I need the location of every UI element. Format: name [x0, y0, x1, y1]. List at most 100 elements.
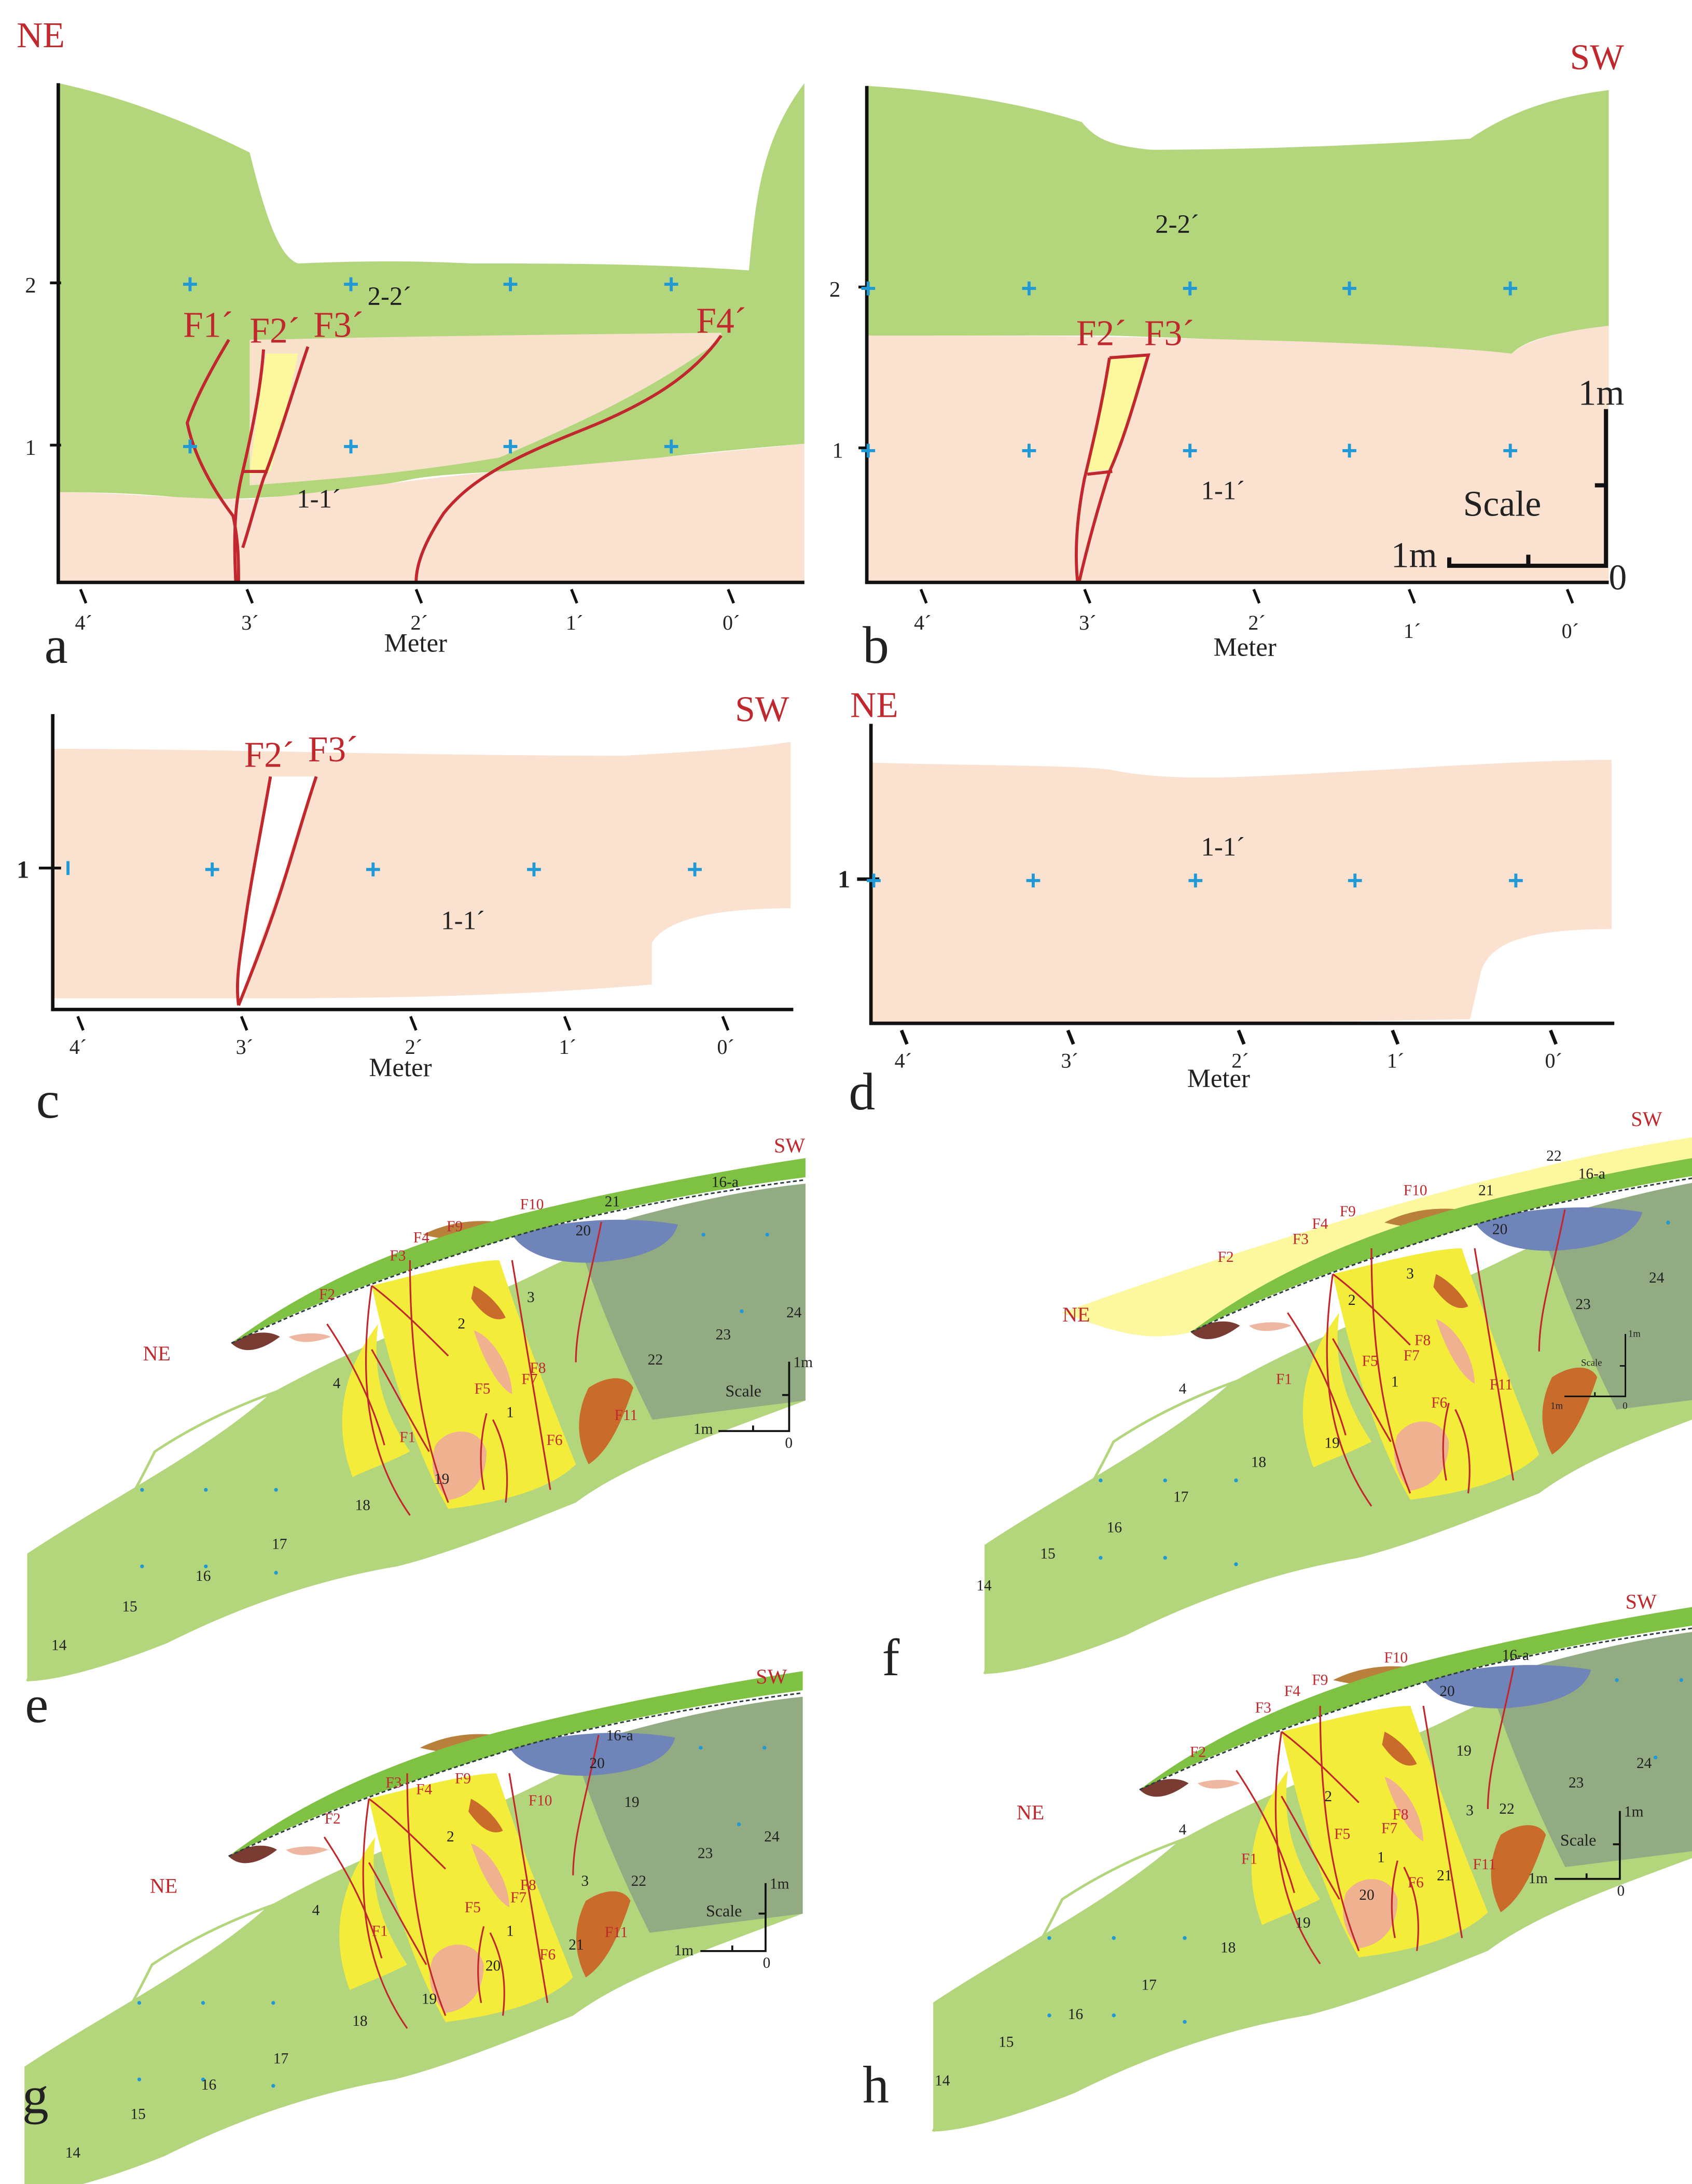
fault-F10-g: F10: [529, 1792, 552, 1809]
fault-lines-b: [1075, 353, 1150, 583]
scale-zero-label-b: 0: [1609, 558, 1627, 597]
y-tick-1-d: 1: [838, 866, 850, 893]
markers-a: [183, 277, 678, 454]
layer-22-f: 22: [1546, 1148, 1561, 1164]
fault-label-F4-a: F4´: [696, 301, 746, 341]
layer-1-1-peach: [52, 742, 791, 999]
layer-19-g: 19: [422, 1991, 437, 2007]
fault-F1-f: F1: [1276, 1371, 1292, 1387]
layer-16-e: 16: [196, 1568, 211, 1584]
fault-F7-e: F7: [521, 1371, 537, 1387]
fault-label-F2-c: F2´: [244, 735, 295, 775]
layer-20b-h: 20: [1359, 1887, 1374, 1903]
layer-24-g: 24: [764, 1829, 780, 1845]
x-tick-0-b: 0´: [1562, 619, 1579, 643]
fault-F9-e: F9: [447, 1218, 463, 1235]
layer-14-e: 14: [51, 1637, 67, 1654]
layer-23-h: 23: [1569, 1774, 1584, 1791]
direction-right-e: SW: [774, 1134, 805, 1157]
layer-20-f: 20: [1492, 1221, 1507, 1238]
fault-label-F1-a: F1´: [183, 305, 233, 345]
x-tick-2-b: 2´: [1248, 611, 1265, 634]
fault-F4-f: F4: [1312, 1216, 1328, 1232]
layer-2-h: 2: [1324, 1788, 1332, 1805]
direction-right-f: SW: [1631, 1107, 1662, 1131]
x-tick-0-d: 0´: [1545, 1049, 1562, 1073]
y-tick-1-a: 1: [25, 436, 36, 460]
scale-bar-e: [718, 1361, 790, 1432]
layer-1-h: 1: [1377, 1849, 1385, 1866]
layer-16-g: 16: [201, 2077, 216, 2093]
layer-23-f: 23: [1575, 1296, 1590, 1313]
scale-zero-e: 0: [785, 1435, 793, 1451]
panel-letter-c: c: [36, 1070, 60, 1129]
x-axis-label-b: Meter: [1214, 633, 1277, 662]
x-tick-4-a: 4´: [75, 611, 92, 634]
layer-19-e: 19: [434, 1471, 449, 1487]
layer-3-g: 3: [581, 1873, 589, 1889]
panel-a: NE 2 1 4´ 3´ 2´ 1´ 0´ Meter 2-2´ 1-1´ F1…: [17, 16, 805, 674]
direction-right-g: SW: [756, 1665, 787, 1688]
fault-F5-h: F5: [1334, 1826, 1350, 1842]
fault-F9-g: F9: [455, 1770, 471, 1787]
scale-horiz-g: 1m: [674, 1942, 694, 1959]
fault-F8-g: F8: [520, 1877, 536, 1894]
x-tick-3-a: 3´: [241, 611, 258, 634]
unit-label-2-2-a: 2-2´: [368, 282, 412, 311]
layer-16a-e: 16-a: [712, 1174, 739, 1191]
scale-horizontal-label-b: 1m: [1391, 536, 1437, 576]
layer-22-pale-yellow: [1062, 1137, 1692, 1337]
layer-18-h: 18: [1221, 1940, 1236, 1956]
direction-right-h: SW: [1626, 1590, 1657, 1613]
x-axis-label-a: Meter: [384, 629, 447, 658]
layer-19-f: 19: [1324, 1435, 1339, 1451]
labels-e: SW NE F1 F2 F3 F4 F5 F6 F7 F8 F9 F10 F11…: [25, 1134, 813, 1734]
labels-g: SW NE F1 F2 F3 F4 F5 F6 F7 F8 F9 F10 F11…: [22, 1665, 789, 2161]
fault-F6-f: F6: [1431, 1395, 1447, 1411]
layer-2-g: 2: [447, 1829, 454, 1845]
fault-F10-h: F10: [1384, 1650, 1408, 1666]
layer-22-h: 22: [1499, 1801, 1514, 1817]
axes-b: [865, 86, 1609, 585]
direction-left-h: NE: [1017, 1801, 1044, 1824]
layer-15-g: 15: [130, 2106, 145, 2122]
scale-title-g: Scale: [706, 1901, 742, 1920]
layer-21-g: 21: [568, 1937, 584, 1953]
fault-F6-h: F6: [1408, 1874, 1424, 1891]
panel-letter-a: a: [45, 616, 68, 674]
layer-17-g: 17: [273, 2050, 288, 2067]
layer-23-g: 23: [698, 1845, 713, 1862]
fault-F3-e: F3: [390, 1247, 406, 1264]
layer-3-e: 3: [527, 1289, 535, 1306]
layer-16a-f: 16-a: [1578, 1166, 1605, 1183]
layer-4-f: 4: [1179, 1381, 1187, 1397]
layer-14-g: 14: [65, 2145, 81, 2161]
layer-1-f: 1: [1391, 1374, 1399, 1390]
labels-h: SW NE F1 F2 F3 F4 F5 F6 F7 F8 F9 F10 F11…: [863, 1590, 1657, 2113]
unit-label-1-1-a: 1-1´: [297, 484, 341, 513]
fault-F8-e: F8: [530, 1360, 546, 1376]
x-tick-3-c: 3´: [236, 1035, 253, 1059]
fault-gap-white: [238, 776, 316, 1006]
layer-2-2-green: [867, 86, 1609, 354]
layer-16a-g: 16-a: [606, 1727, 633, 1744]
fault-F2-e: F2: [319, 1286, 335, 1303]
panel-letter-d: d: [849, 1062, 875, 1121]
fault-block-yellow: [1087, 355, 1146, 472]
x-tick-2-d: 2´: [1231, 1049, 1249, 1073]
layer-18-e: 18: [355, 1497, 370, 1514]
direction-left-e: NE: [143, 1342, 170, 1365]
fault-F4-h: F4: [1284, 1683, 1300, 1700]
fault-F8-h: F8: [1392, 1806, 1408, 1823]
fault-lines-a: [185, 335, 723, 583]
fault-block-yellow: [249, 353, 298, 475]
layer-18-g: 18: [352, 2013, 367, 2029]
fault-F5-e: F5: [474, 1381, 490, 1397]
x-tick-0-c: 0´: [717, 1035, 734, 1059]
layer-2-f: 2: [1348, 1292, 1356, 1309]
y-tick-1-b: 1: [832, 438, 843, 463]
x-axis-label-d: Meter: [1187, 1064, 1250, 1093]
scale-horiz-h: 1m: [1528, 1870, 1548, 1887]
fault-F6-e: F6: [546, 1432, 562, 1449]
layer-3-h: 3: [1466, 1802, 1474, 1819]
